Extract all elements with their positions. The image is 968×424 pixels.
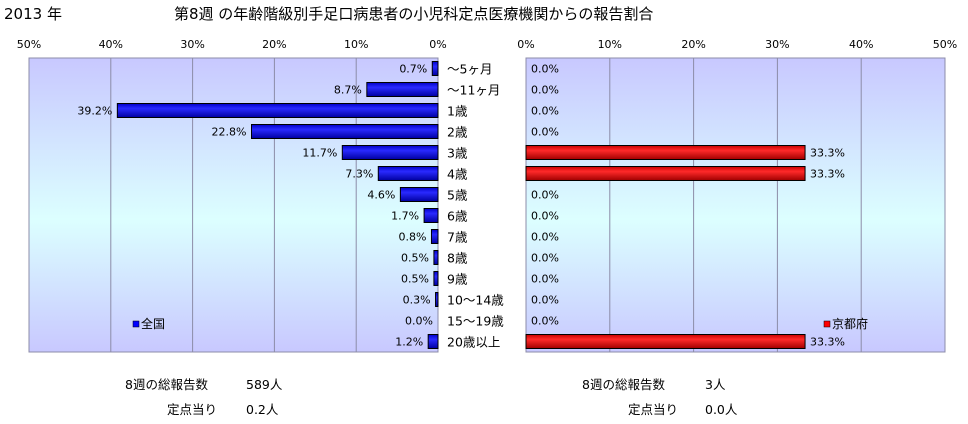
category-label: 2歳 xyxy=(447,125,468,140)
right-axis-ticks: 0% 10% 20% 30% 40% 50% xyxy=(517,38,957,51)
legend-right-label: 京都府 xyxy=(832,316,868,331)
left-bar xyxy=(427,334,439,349)
category-label: 8歳 xyxy=(447,251,468,266)
category-label: 5歳 xyxy=(447,188,468,203)
legend-left-label: 全国 xyxy=(141,316,165,331)
left-bar xyxy=(116,103,439,118)
left-per-site-label: 定点当り xyxy=(167,402,217,417)
left-value-label: 11.7% xyxy=(302,147,337,160)
left-value-label: 8.7% xyxy=(334,84,362,97)
left-bar xyxy=(366,82,439,97)
year-label: 2013 年 xyxy=(4,5,62,23)
legend-right: 京都府 xyxy=(823,316,868,331)
right-per-site-value: 0.0人 xyxy=(705,402,738,417)
right-bar xyxy=(525,145,806,160)
left-tick-label: 30% xyxy=(180,38,204,51)
right-value-label: 0.0% xyxy=(531,189,559,202)
left-value-label: 4.6% xyxy=(367,189,395,202)
category-label: 20歳以上 xyxy=(447,335,500,350)
category-label: 3歳 xyxy=(447,146,468,161)
category-label: ～11ヶ月 xyxy=(447,83,500,98)
left-bar xyxy=(250,124,439,139)
left-value-label: 0.7% xyxy=(399,63,427,76)
left-bar xyxy=(377,166,439,181)
right-value-label: 0.0% xyxy=(531,231,559,244)
right-tick-label: 50% xyxy=(933,38,957,51)
right-value-label: 0.0% xyxy=(531,63,559,76)
right-bar xyxy=(525,334,806,349)
category-label: 9歳 xyxy=(447,272,468,287)
right-value-label: 0.0% xyxy=(531,84,559,97)
right-tick-label: 20% xyxy=(681,38,705,51)
right-tick-label: 40% xyxy=(849,38,873,51)
left-value-label: 7.3% xyxy=(345,168,373,181)
right-bar xyxy=(525,166,806,181)
right-tick-label: 30% xyxy=(765,38,789,51)
category-label: 7歳 xyxy=(447,230,468,245)
category-label: 1歳 xyxy=(447,104,468,119)
right-value-label: 0.0% xyxy=(531,210,559,223)
left-bar xyxy=(430,229,439,244)
left-value-label: 0.8% xyxy=(399,231,427,244)
right-value-label: 0.0% xyxy=(531,315,559,328)
left-bar xyxy=(435,292,439,307)
right-per-site-label: 定点当り xyxy=(628,402,678,417)
left-tick-label: 10% xyxy=(344,38,368,51)
left-tick-label: 50% xyxy=(17,38,41,51)
right-value-label: 33.3% xyxy=(810,147,845,160)
category-label: 6歳 xyxy=(447,209,468,224)
left-value-label: 0.5% xyxy=(401,252,429,265)
left-bar xyxy=(399,187,439,202)
right-value-label: 33.3% xyxy=(810,168,845,181)
left-bar xyxy=(423,208,439,223)
left-value-label: 1.2% xyxy=(395,336,423,349)
left-axis-ticks: 50% 40% 30% 20% 10% 0% xyxy=(17,38,447,51)
left-value-label: 22.8% xyxy=(212,126,247,139)
category-label: ～5ヶ月 xyxy=(447,62,492,77)
left-value-labels: 0.7% 8.7% 39.2% 22.8% 11.7% 7.3% 4.6% 1.7% 0.8% 0… xyxy=(77,63,433,349)
category-labels: ～5ヶ月 ～11ヶ月 1歳 2歳 3歳 4歳 5歳 6歳 7歳 8歳 9歳 10～14歳 15～19歳 2… xyxy=(447,62,504,350)
left-value-label: 0.0% xyxy=(405,315,433,328)
right-value-label: 0.0% xyxy=(531,126,559,139)
legend-left: 全国 xyxy=(132,316,165,331)
right-total-value: 3人 xyxy=(705,377,726,392)
right-tick-label: 0% xyxy=(517,38,534,51)
right-tick-label: 10% xyxy=(598,38,622,51)
right-value-labels: 0.0% 0.0% 0.0% 0.0% 33.3% 33.3% 0.0% 0.0% 0.0% 0.… xyxy=(531,63,845,349)
left-bar xyxy=(433,271,439,286)
left-bar xyxy=(431,61,439,76)
left-bar xyxy=(341,145,439,160)
legend-left-swatch xyxy=(132,320,140,328)
left-value-label: 39.2% xyxy=(77,105,112,118)
left-value-label: 0.5% xyxy=(401,273,429,286)
right-plot-area xyxy=(525,57,946,353)
right-value-label: 0.0% xyxy=(531,105,559,118)
right-bars xyxy=(525,145,806,349)
category-label: 10～14歳 xyxy=(447,293,504,308)
left-value-label: 1.7% xyxy=(391,210,419,223)
left-value-label: 0.3% xyxy=(403,294,431,307)
left-tick-label: 0% xyxy=(429,38,446,51)
left-bar xyxy=(433,250,439,265)
left-plot-area xyxy=(28,57,439,353)
right-gridlines xyxy=(609,58,862,352)
left-tick-label: 20% xyxy=(262,38,286,51)
right-value-label: 0.0% xyxy=(531,294,559,307)
category-label: 15～19歳 xyxy=(447,314,504,329)
category-label: 4歳 xyxy=(447,167,468,182)
left-tick-label: 40% xyxy=(99,38,123,51)
right-value-label: 33.3% xyxy=(810,336,845,349)
left-total-label: 8週の総報告数 xyxy=(125,377,208,392)
left-total-value: 589人 xyxy=(246,377,283,392)
chart-title: 第8週 の年齢階級別手足口病患者の小児科定点医療機関からの報告割合 xyxy=(174,5,653,23)
right-total-label: 8週の総報告数 xyxy=(582,377,665,392)
legend-right-swatch xyxy=(823,320,831,328)
left-bars xyxy=(116,61,439,349)
right-value-label: 0.0% xyxy=(531,252,559,265)
left-per-site-value: 0.2人 xyxy=(246,402,279,417)
right-value-label: 0.0% xyxy=(531,273,559,286)
